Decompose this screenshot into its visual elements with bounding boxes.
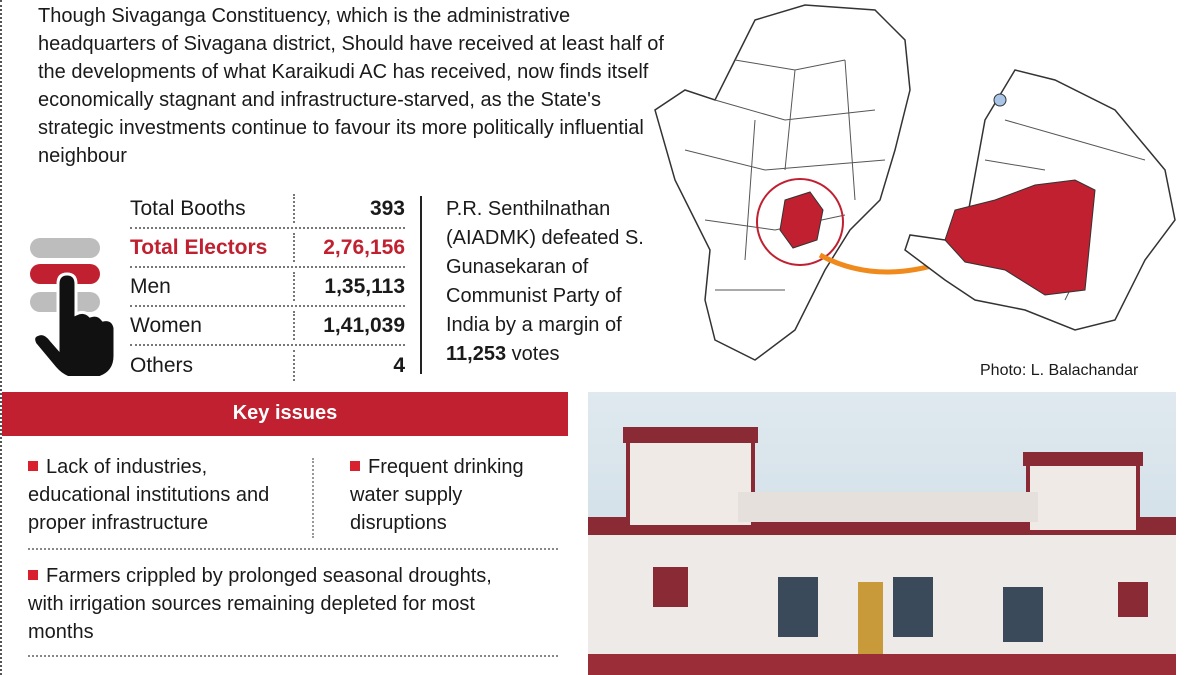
building-photo <box>588 392 1176 675</box>
stat-row-men: Men 1,35,113 <box>130 268 405 307</box>
hand-pointer-icon <box>30 238 117 376</box>
left-border <box>0 0 3 675</box>
issue-item: Frequent drinking water supply disruptio… <box>350 456 524 534</box>
bullet-icon <box>28 570 38 580</box>
divider <box>312 458 314 538</box>
photo-credit: Photo: L. Balachandar <box>980 362 1139 379</box>
divider <box>420 196 422 374</box>
issue-item: Farmers crippled by prolonged seasonal d… <box>28 565 492 643</box>
key-issues-header: Key issues <box>2 392 568 436</box>
stat-row-total-booths: Total Booths 393 <box>130 190 405 229</box>
stat-row-others: Others 4 <box>130 346 405 385</box>
bullet-icon <box>350 461 360 471</box>
divider <box>28 655 558 657</box>
tamil-nadu-district-map <box>654 4 1176 361</box>
intro-text: Though Sivaganga Constituency, which is … <box>38 5 664 167</box>
electorate-stats-table: Total Booths 393 Total Electors 2,76,156 M… <box>130 190 405 385</box>
stat-row-women: Women 1,41,039 <box>130 307 405 346</box>
stat-row-total-electors: Total Electors 2,76,156 <box>130 229 405 268</box>
divider <box>28 548 558 550</box>
issue-item: Lack of industries, educational institut… <box>28 456 270 534</box>
election-result: P.R. Senthilnathan (AIADMK) defeated S. … <box>446 198 644 365</box>
bullet-icon <box>28 461 38 471</box>
